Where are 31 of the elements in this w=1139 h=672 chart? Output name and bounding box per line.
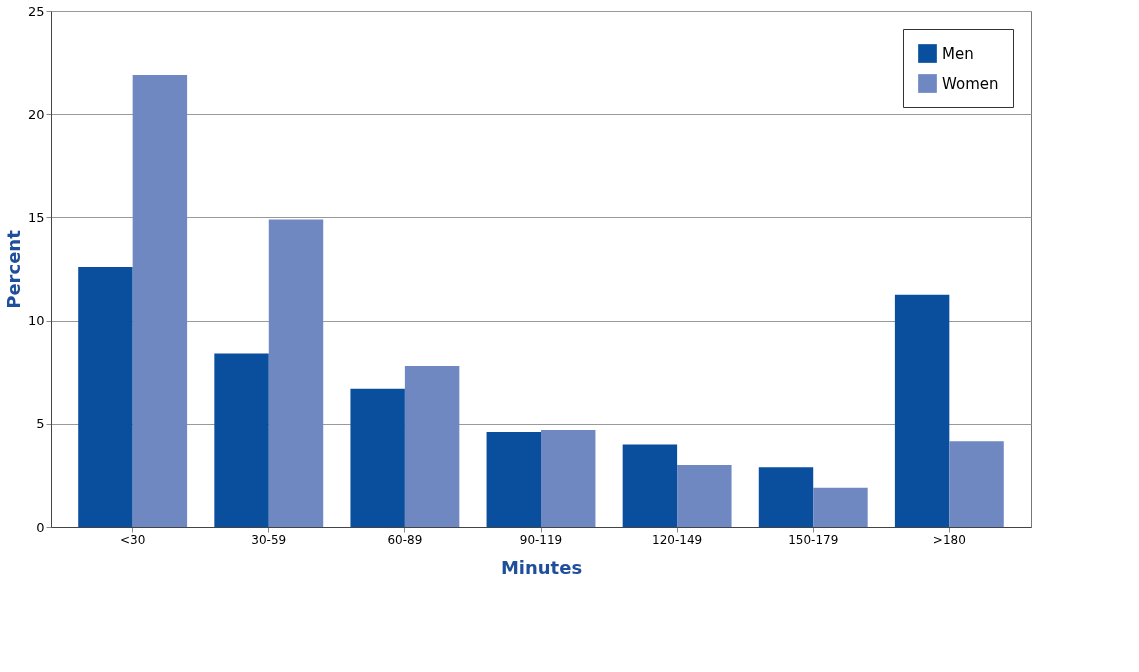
x-tick-label: 90-119	[519, 532, 563, 547]
bar	[949, 441, 1004, 527]
bar	[813, 487, 868, 527]
x-tick-label: 120-149	[652, 532, 703, 547]
bar	[541, 429, 596, 527]
bar	[132, 74, 188, 527]
x-tick-label: >180	[932, 532, 966, 547]
y-tick-label: 20	[27, 106, 45, 122]
bar	[677, 465, 732, 527]
x-axis-title: Minutes	[500, 556, 583, 578]
bar	[486, 432, 541, 527]
bar	[214, 353, 269, 527]
x-tick-label: 30-59	[251, 532, 287, 547]
y-tick-label: 15	[27, 209, 45, 225]
y-tick-label: 5	[36, 416, 45, 432]
bar	[268, 219, 324, 527]
bar	[350, 388, 405, 527]
x-tick-label: 150-179	[788, 532, 839, 547]
bar	[404, 366, 460, 527]
legend-label: Men	[942, 44, 974, 63]
x-tick-label: 60-89	[387, 532, 423, 547]
legend-label: Women	[942, 74, 999, 93]
bar	[894, 294, 950, 527]
bar	[758, 467, 814, 527]
y-tick-label: 25	[27, 3, 45, 19]
bar	[78, 266, 133, 527]
bar	[622, 444, 678, 527]
x-tick-label: <30	[120, 532, 146, 547]
y-axis-title: Percent	[2, 229, 24, 309]
y-tick-label: 10	[27, 313, 45, 329]
y-tick-label: 0	[36, 519, 45, 535]
